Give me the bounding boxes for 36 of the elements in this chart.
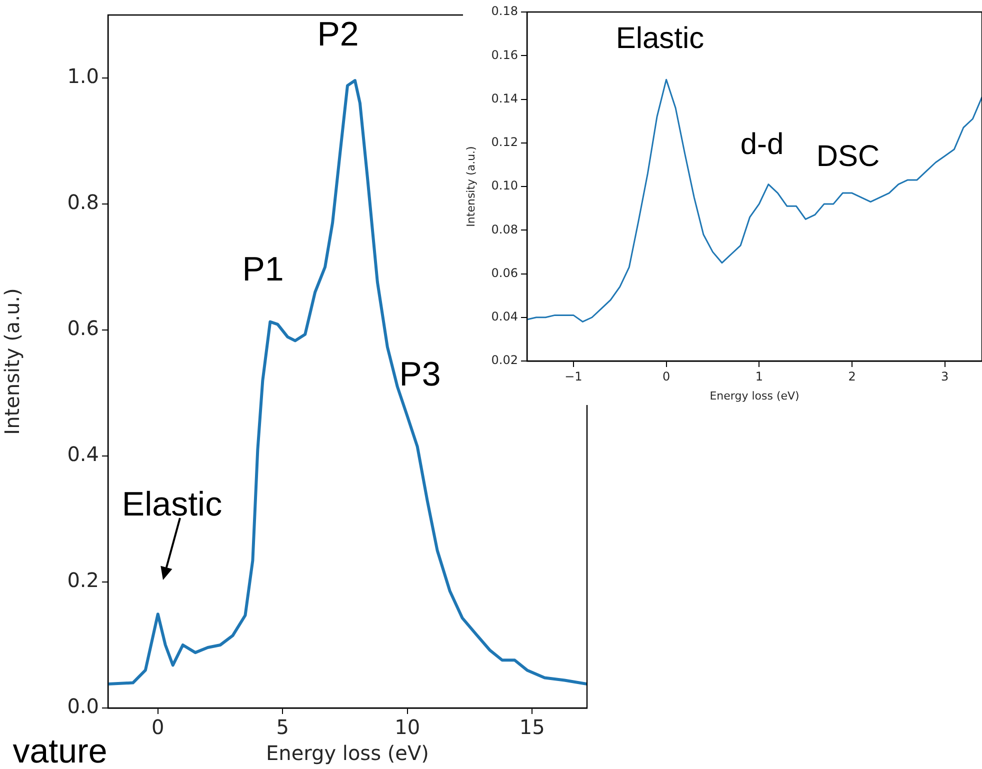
text: vature <box>12 732 108 769</box>
x-tick-label: 10 <box>394 715 420 740</box>
annotation: d-d <box>740 128 784 162</box>
x-axis-title: Energy loss (eV) <box>266 741 429 766</box>
x-tick-label: 1 <box>755 369 763 384</box>
y-tick-label: 0.4 <box>67 442 99 466</box>
annotation: P3 <box>399 356 441 394</box>
annotation: P1 <box>242 250 284 290</box>
x-tick-label: 0 <box>662 369 670 384</box>
annotation: P2 <box>317 16 359 54</box>
y-tick-label: 0.08 <box>491 222 518 236</box>
y-tick-label: 0.06 <box>491 266 518 280</box>
y-axis-title: Intensity (a.u.) <box>0 288 24 435</box>
y-tick-label: 0.0 <box>67 694 99 718</box>
annotation: DSC <box>816 140 880 174</box>
y-tick-label: 0.2 <box>67 568 99 592</box>
y-tick-label: 0.18 <box>491 4 518 18</box>
y-tick-label: 0.04 <box>491 310 518 324</box>
annotation: Elastic <box>122 486 222 524</box>
y-tick-label: 0.12 <box>491 135 518 149</box>
y-tick-label: 0.02 <box>491 353 518 368</box>
y-tick-label: 0.10 <box>491 178 518 193</box>
x-tick-label: 0 <box>152 715 164 740</box>
y-tick-label: 0.6 <box>67 316 99 340</box>
x-tick-label: 2 <box>848 369 856 384</box>
y-tick-label: 0.8 <box>67 190 99 214</box>
x-tick-label: 15 <box>519 715 545 740</box>
x-tick-label: −1 <box>564 369 582 384</box>
annotation: Elastic <box>616 22 704 56</box>
y-axis-title: Intensity (a.u.) <box>464 146 478 227</box>
y-tick-label: 1.0 <box>67 64 99 88</box>
x-tick-label: 5 <box>276 715 290 740</box>
x-axis-title: Energy loss (eV) <box>710 389 800 402</box>
y-tick-label: 0.14 <box>491 91 518 106</box>
x-tick-label: 3 <box>941 369 949 384</box>
y-tick-label: 0.16 <box>491 48 518 62</box>
